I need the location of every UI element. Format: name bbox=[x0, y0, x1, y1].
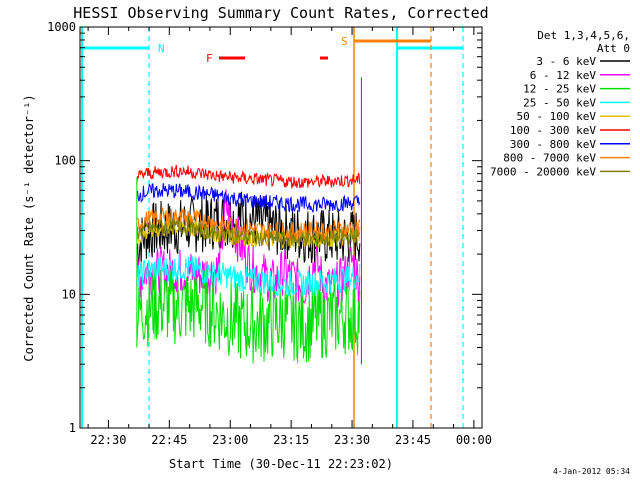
axis-ticks: 22:30 22:45 23:00 23:15 23:30 23:45 00:00 1 10 10… bbox=[47, 20, 492, 447]
x-tick-label: 00:00 bbox=[456, 433, 492, 447]
y-tick-label: 100 bbox=[54, 154, 76, 168]
x-tick-label: 22:30 bbox=[90, 433, 126, 447]
annotation-f: F bbox=[206, 52, 213, 65]
series-line-12-25kev bbox=[136, 267, 361, 364]
legend-header-line1: Det 1,3,4,5,6, bbox=[537, 29, 630, 42]
series-line-800-7000kev bbox=[136, 207, 361, 241]
x-tick-label: 22:45 bbox=[151, 433, 187, 447]
legend-label: 25 - 50 keV bbox=[523, 96, 596, 109]
annotation-n: N bbox=[158, 42, 165, 55]
annotation-s: S bbox=[341, 35, 348, 48]
y-tick-label: 10 bbox=[62, 287, 76, 301]
series-line-25-50kev bbox=[136, 254, 361, 297]
x-tick-label: 23:15 bbox=[273, 433, 309, 447]
series-line-100-300kev bbox=[136, 164, 361, 189]
legend-label: 3 - 6 keV bbox=[536, 55, 596, 68]
series-line-300-800kev bbox=[136, 183, 361, 213]
legend-label: 300 - 800 keV bbox=[510, 138, 596, 151]
footer-timestamp: 4-Jan-2012 05:34 bbox=[553, 467, 630, 476]
x-tick-label: 23:00 bbox=[212, 433, 248, 447]
legend-label: 50 - 100 keV bbox=[517, 110, 597, 123]
y-axis-label: Corrected Count Rate (s⁻¹ detector⁻¹) bbox=[22, 94, 36, 361]
x-axis-label: Start Time (30-Dec-11 22:23:02) bbox=[169, 457, 393, 471]
legend-label: 12 - 25 keV bbox=[523, 83, 596, 96]
x-tick-label: 23:30 bbox=[334, 433, 370, 447]
plot-frame bbox=[79, 26, 483, 429]
y-tick-label: 1 bbox=[69, 421, 76, 435]
y-tick-label: 1000 bbox=[47, 20, 76, 34]
x-tick-label: 23:45 bbox=[395, 433, 431, 447]
legend-label: 6 - 12 keV bbox=[530, 69, 597, 82]
chart-title: HESSI Observing Summary Count Rates, Cor… bbox=[73, 4, 488, 22]
series-line-6-12kev bbox=[136, 189, 361, 308]
series-line-7000-20000kev bbox=[136, 218, 360, 248]
legend-label: 7000 - 20000 keV bbox=[490, 165, 596, 178]
legend-label: 800 - 7000 keV bbox=[503, 152, 596, 165]
legend-label: 100 - 300 keV bbox=[510, 124, 596, 137]
legend-header-line2: Att 0 bbox=[597, 42, 630, 55]
series-lines bbox=[136, 77, 362, 365]
